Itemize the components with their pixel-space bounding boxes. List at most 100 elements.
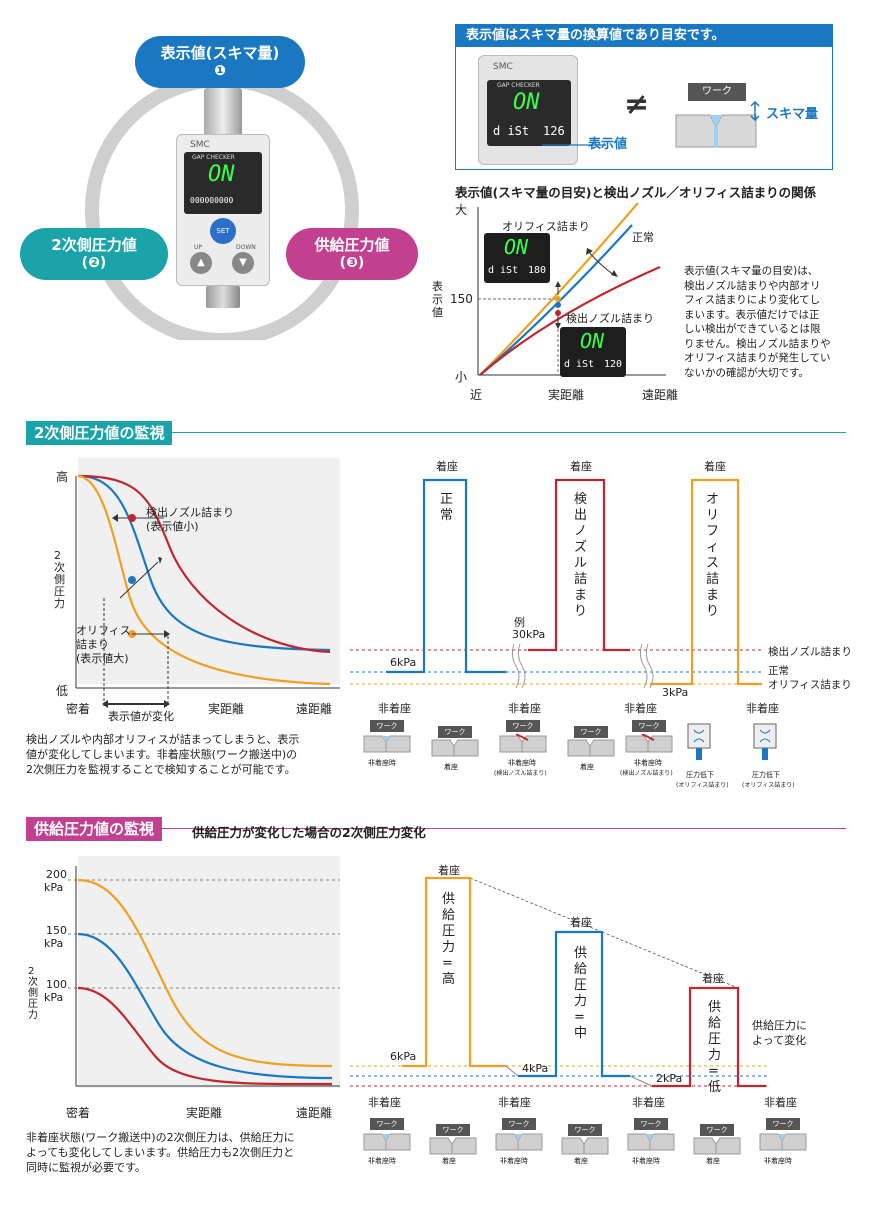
nozzle-icon: [625, 734, 673, 753]
sec2-nozzle-line: 検出ノズル詰まり: [146, 506, 234, 519]
icon-caption: 着座: [580, 763, 594, 771]
sec3-6kpa: 6kPa: [390, 1050, 417, 1063]
sec2-unseated-4: 非着座: [746, 702, 779, 715]
sec2-y-low: 低: [56, 684, 69, 698]
sec2-chart: [75, 474, 340, 708]
relation-normal-label: 正常: [632, 231, 654, 244]
sec3-change-note: 供給圧力に よって変化: [752, 1018, 807, 1048]
gap-label: スキマ量: [766, 107, 819, 122]
note-value-readout: 126: [543, 124, 565, 138]
icon-caption: 着座: [574, 1157, 588, 1165]
icon-caption-sub: (オリフィス詰まり): [742, 782, 795, 789]
bubble-display-value: 表示値(スキマ量) ❶: [135, 36, 305, 88]
sec2-x-near: 密着: [66, 702, 91, 716]
bubble-secondary-num: (❷): [81, 255, 107, 271]
relation-lcd-nozzle: ON d iSt 120: [560, 327, 626, 377]
note-main-readout: ON: [513, 90, 540, 115]
sec2-desc-line: 2次側圧力を監視することで検知することが可能です。: [26, 763, 296, 776]
sec3-x-near: 密着: [66, 1106, 91, 1120]
sec3-subtitle: 供給圧力が変化した場合の2次側圧力変化: [192, 825, 426, 840]
icon-work: ワーク: [632, 720, 666, 732]
display-value-label: 表示値: [588, 137, 628, 152]
valve-icon: [687, 723, 711, 760]
icon-caption-sub: (検出ノズル詰まり): [620, 770, 673, 777]
sec2-y-label: 2次側圧力: [54, 549, 65, 610]
icon-caption: 着座: [442, 1157, 456, 1165]
lcd1-dist: d iSt: [488, 265, 519, 276]
lcd2-main: ON: [580, 329, 605, 353]
sec2-y-high: 高: [56, 470, 69, 484]
sec2-legend-nozzle: 検出ノズル詰まり: [768, 646, 852, 658]
icon-caption: 着座: [444, 763, 458, 771]
relation-description: 表示値(スキマ量の目安)は、 検出ノズル詰まりや内部オリ フィス詰まりにより変化…: [684, 264, 831, 380]
sec3-change-line: 供給圧力に: [752, 1019, 807, 1032]
note-device-brand: SMC: [493, 62, 513, 72]
lcd1-value: 180: [528, 265, 547, 276]
sec2-description: 検出ノズルや内部オリフィスが詰まってしまうと、表示 値が変化してしまいます。非着…: [26, 732, 299, 777]
icon-caption-sub: (オリフィス詰まり): [676, 782, 729, 789]
sec3-desc-line: 非着座状態(ワーク搬送中)の2次側圧力は、供給圧力に: [26, 1131, 295, 1144]
nozzle-icon: [693, 1137, 741, 1155]
note-box: 表示値はスキマ量の換算値であり目安です。 SMC GAP CHECKER ON …: [455, 24, 833, 170]
sec2-orifice-line: (表示値大): [76, 652, 129, 665]
icon-work: ワーク: [502, 1118, 536, 1130]
sec2-orifice-line: 詰まり: [76, 638, 109, 651]
relation-y-big: 大: [455, 203, 468, 217]
bubble-supply-num: (❸): [339, 255, 365, 271]
sec2-30kpa: 30kPa: [512, 628, 546, 641]
sec3-unseated-4: 非着座: [764, 1096, 797, 1109]
sec2-seated-3: 着座: [704, 460, 726, 473]
icon-caption-sub: (検出ノズル詰まり): [494, 770, 547, 777]
up-button[interactable]: ▲: [190, 252, 212, 274]
sec2-unseated-3: 非着座: [624, 702, 657, 715]
down-button[interactable]: ▼: [232, 252, 254, 274]
bubble-display-num: ❶: [214, 63, 226, 79]
sec3-desc-line: よっても変化してしまいます。供給圧力も2次側圧力と: [26, 1146, 295, 1159]
sec3-4kpa: 4kPa: [522, 1062, 549, 1075]
device-fitting-bottom: [206, 286, 240, 308]
sec3-y200: 200: [46, 868, 67, 881]
sec2-nozzle-vertical: 検出ノズル詰まり: [574, 492, 588, 619]
sec2-seated-1: 着座: [436, 460, 458, 473]
icon-work: ワーク: [438, 726, 472, 738]
sec3-mid-vertical: 供給圧力=中: [574, 946, 588, 1041]
sec2-seated-2: 着座: [570, 460, 592, 473]
sec3-y100: 100: [46, 978, 67, 991]
sec2-desc-line: 値が変化してしまいます。非着座状態(ワーク搬送中)の: [26, 748, 298, 761]
lcd2-dist: d iSt: [564, 359, 595, 370]
note-callout-line: [542, 144, 606, 146]
sec3-chart: [68, 866, 340, 1087]
sec2-icon-row: ワーク 非着座時 ワーク 着座 ワーク 非着座時 (検出ノズル詰まり) ワーク …: [360, 718, 800, 798]
sec2-desc-line: 検出ノズルや内部オリフィスが詰まってしまうと、表示: [26, 733, 300, 746]
icon-caption: 圧力低下: [752, 771, 780, 779]
icon-work: ワーク: [634, 1118, 668, 1130]
icon-caption: 非着座時: [764, 1157, 792, 1165]
sec3-y150-unit: kPa: [44, 937, 64, 950]
sec3-seated-1: 着座: [438, 864, 460, 877]
icon-work: ワーク: [574, 726, 608, 738]
icon-caption: 非着座時: [368, 759, 396, 767]
sec2-legend-orifice: オリフィス詰まり: [768, 679, 852, 691]
icon-caption: 非着座時: [508, 759, 536, 767]
gap-checker-device: SMC GAP CHECKER ON 000000000 SET UP DOWN…: [176, 88, 270, 310]
sec2-header: 2次側圧力値の監視: [26, 421, 173, 445]
nozzle-icon: [567, 739, 615, 757]
valve-icon: [753, 723, 777, 760]
relation-y-label: 表示値: [432, 280, 443, 319]
icon-caption: 圧力低下: [686, 771, 714, 779]
sec3-seated-2: 着座: [570, 916, 592, 929]
sec3-y-label: 2次側圧力: [28, 966, 38, 1021]
relation-x-actual: 実距離: [548, 388, 585, 402]
device-sub-readout: 000000000: [190, 196, 234, 205]
relation-y-small: 小: [455, 370, 468, 384]
sec2-x-far: 遠距離: [296, 702, 333, 716]
note-device-label: GAP CHECKER: [497, 82, 540, 89]
sec3-header: 供給圧力値の監視: [26, 817, 163, 841]
sec2-nozzle-label: 検出ノズル詰まり (表示値小): [146, 506, 234, 534]
note-device-panel: GAP CHECKER ON d iSt 126: [487, 80, 571, 146]
set-button[interactable]: SET: [210, 218, 236, 244]
relation-desc-line: りません。検出ノズル詰まりや: [684, 337, 831, 350]
bubble-secondary-title: 2次側圧力値: [51, 236, 137, 254]
not-equal-sign: ≠: [624, 87, 650, 122]
sec2-orifice-label: オリフィス 詰まり (表示値大): [76, 624, 131, 666]
